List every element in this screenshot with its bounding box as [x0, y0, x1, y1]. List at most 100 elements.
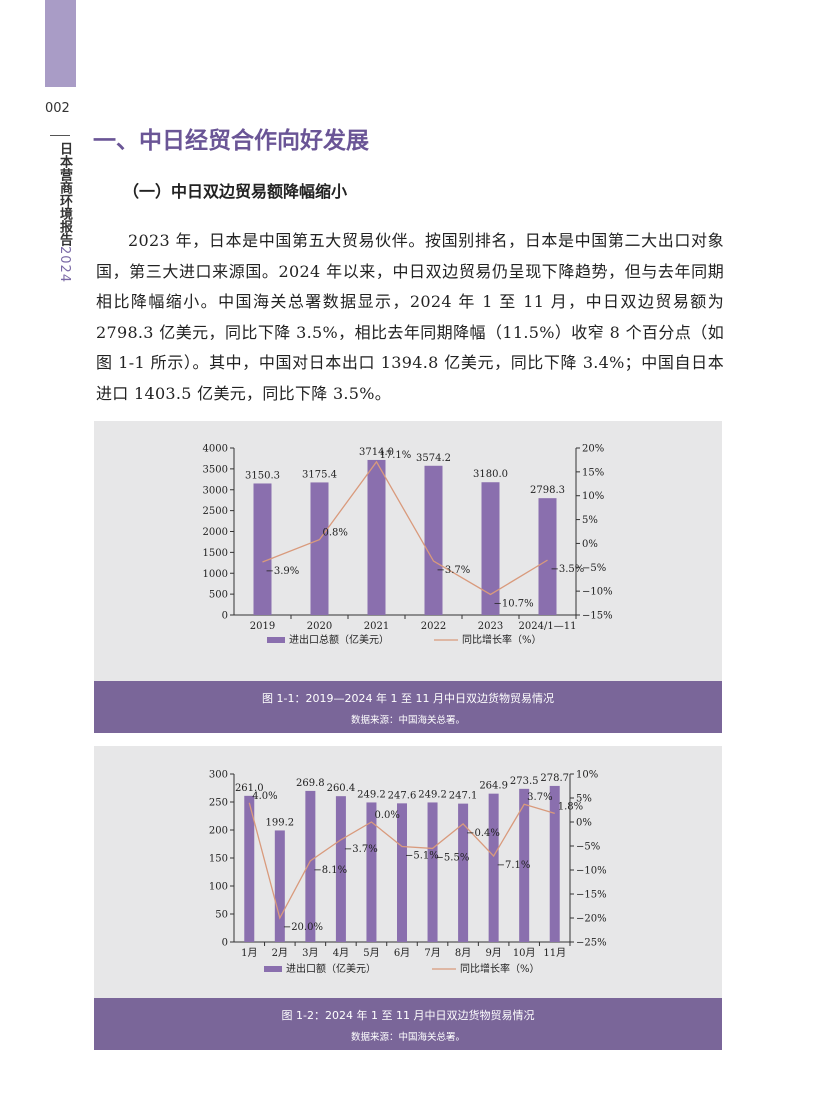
left-tick-label: 500 — [209, 590, 228, 601]
line-value-label: −0.4% — [466, 828, 500, 839]
right-tick-label: −25% — [576, 938, 607, 949]
legend-line-label: 同比增长率（%） — [462, 633, 542, 646]
bar — [519, 788, 530, 942]
line-value-label: −20.0% — [283, 922, 323, 933]
left-tick-label: 2000 — [203, 527, 228, 538]
line-value-label: −5.5% — [436, 852, 470, 863]
line-value-label: −8.1% — [313, 865, 347, 876]
right-tick-label: 0% — [576, 818, 592, 829]
chart-1: 0 500 1000 1500 2000 2500 3000 3500 4000 −15% −10%… — [203, 444, 613, 647]
right-tick-label: −10% — [576, 866, 607, 877]
right-tick-label: 15% — [582, 467, 604, 478]
x-tick-label: 2019 — [250, 621, 275, 632]
left-tick-label: 300 — [209, 770, 228, 781]
running-title-text: 日本营商环境报告 — [57, 142, 72, 246]
running-title-year: 2024 — [57, 246, 72, 284]
figure-1-title: 图 1-1：2019—2024 年 1 至 11 月中日双边货物贸易情况 — [262, 692, 554, 705]
x-tick-label: 5月 — [363, 947, 379, 959]
bar — [305, 790, 316, 942]
left-tick-label: 0 — [222, 611, 228, 622]
x-tick-label: 2020 — [307, 621, 332, 632]
x-tick-label: 2021 — [364, 621, 389, 632]
left-tick-label: 250 — [209, 798, 228, 809]
bar-value-label: 3574.2 — [416, 453, 451, 464]
bar-value-label: 278.7 — [540, 773, 569, 784]
line-value-label: 4.0% — [252, 791, 277, 802]
figure-2-caption: 图 1-2：2024 年 1 至 11 月中日双边货物贸易情况 数据来源：中国海… — [94, 998, 722, 1050]
left-tick-label: 0 — [222, 938, 228, 949]
right-tick-label: −5% — [576, 842, 600, 853]
x-tick-label: 6月 — [394, 947, 410, 959]
left-tick-label: 1000 — [203, 569, 228, 580]
right-tick-label: 10% — [582, 491, 604, 502]
legend-bar-label: 进出口额（亿美元） — [286, 962, 376, 975]
right-tick-label: −20% — [576, 914, 607, 925]
bar — [367, 459, 386, 615]
bar-value-label: 260.4 — [327, 783, 356, 794]
x-tick-label: 2月 — [272, 947, 288, 959]
bar — [397, 803, 407, 942]
line-value-label: −3.9% — [266, 566, 300, 577]
line-value-label: −3.7% — [344, 844, 378, 855]
x-tick-label: 2024/1—11 — [519, 621, 577, 632]
bar-value-label: 3175.4 — [302, 469, 337, 480]
right-tick-label: −5% — [582, 563, 606, 574]
side-divider — [50, 135, 70, 136]
left-tick-label: 150 — [209, 854, 228, 865]
growth-rate-line — [248, 802, 555, 920]
bar-value-label: 249.2 — [357, 789, 386, 800]
right-tick-label: −10% — [582, 587, 613, 598]
subsection-heading: （一）中日双边贸易额降幅缩小 — [123, 182, 348, 201]
bar — [424, 465, 443, 615]
bar-value-label: 261.0 — [235, 783, 264, 794]
chart-2: 0 50 100 150 200 250 300 −25% −20% −15% −10% −5% 0% 5… — [209, 770, 607, 976]
x-tick-label: 2022 — [421, 621, 446, 632]
x-tick-label: 10月 — [513, 947, 536, 959]
x-tick-label: 2023 — [478, 621, 503, 632]
legend-bar-swatch — [267, 637, 285, 643]
right-tick-label: 5% — [576, 794, 592, 805]
figure-1-source: 数据来源：中国海关总署。 — [350, 715, 465, 726]
x-tick-label: 9月 — [485, 947, 501, 959]
bar-value-label: 247.6 — [388, 790, 417, 801]
bar — [253, 483, 272, 615]
line-value-label: 0.0% — [374, 810, 399, 821]
right-tick-label: 5% — [582, 515, 598, 526]
bar-value-label: 247.1 — [449, 791, 478, 802]
line-value-label: −3.5% — [551, 564, 585, 575]
running-title: 日本营商环境报告2024 — [48, 142, 72, 283]
line-value-label: 17.1% — [380, 450, 412, 461]
line-value-label: 1.8% — [558, 801, 583, 812]
left-tick-label: 1500 — [203, 548, 228, 559]
bar-value-label: 2798.3 — [530, 485, 565, 496]
line-value-label: −7.1% — [497, 860, 531, 871]
bar — [366, 802, 377, 942]
x-tick-label: 11月 — [543, 947, 566, 959]
line-value-label: 3.7% — [527, 792, 552, 803]
left-tick-label: 3500 — [203, 464, 228, 475]
bar — [538, 498, 557, 615]
right-tick-label: 0% — [582, 539, 598, 550]
right-tick-label: −15% — [576, 890, 607, 901]
x-tick-label: 1月 — [241, 947, 257, 959]
section-heading: 一、中日经贸合作向好发展 — [93, 128, 369, 154]
bar-value-label: 249.2 — [418, 789, 447, 800]
line-value-label: −10.7% — [494, 598, 534, 609]
bar — [335, 796, 346, 942]
bar — [481, 482, 500, 615]
figure-2-panel: 0 50 100 150 200 250 300 −25% −20% −15% −10% −5% 0% 5… — [94, 746, 722, 998]
bar — [310, 482, 329, 615]
bar — [549, 785, 560, 942]
line-value-label: 0.8% — [323, 528, 348, 539]
bar-value-label: 3180.0 — [473, 469, 508, 480]
bar-value-label: 269.8 — [296, 778, 325, 789]
bar — [427, 802, 438, 942]
bar — [274, 830, 285, 942]
legend-bar-swatch — [264, 966, 282, 972]
legend-line-label: 同比增长率（%） — [460, 962, 540, 975]
bar-value-label: 273.5 — [510, 776, 539, 787]
figure-1-panel: 0 500 1000 1500 2000 2500 3000 3500 4000 −15% −10%… — [94, 421, 722, 681]
bar-value-label: 3714.0 — [359, 447, 394, 458]
x-tick-label: 4月 — [333, 947, 349, 959]
left-tick-label: 4000 — [203, 444, 228, 455]
